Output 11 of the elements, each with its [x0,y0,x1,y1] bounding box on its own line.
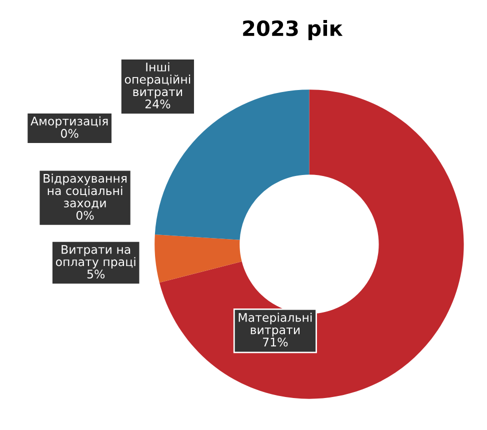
data-label: 5% [87,270,105,279]
data-label: 71% [263,338,288,347]
text: 0% [76,210,94,220]
category-label: Амортизація [30,116,108,128]
category-label: Відрахування на соціальні заходи [44,174,127,209]
slice-label: Матеріальні витрати [238,312,312,337]
text: 0% [60,128,78,138]
slice-label: Інші операційні витрати [124,62,190,98]
chart-title: 2023 рік [243,20,343,40]
slice-label: Витрати на оплату праці [56,245,136,268]
data-label: 24% [145,100,170,108]
